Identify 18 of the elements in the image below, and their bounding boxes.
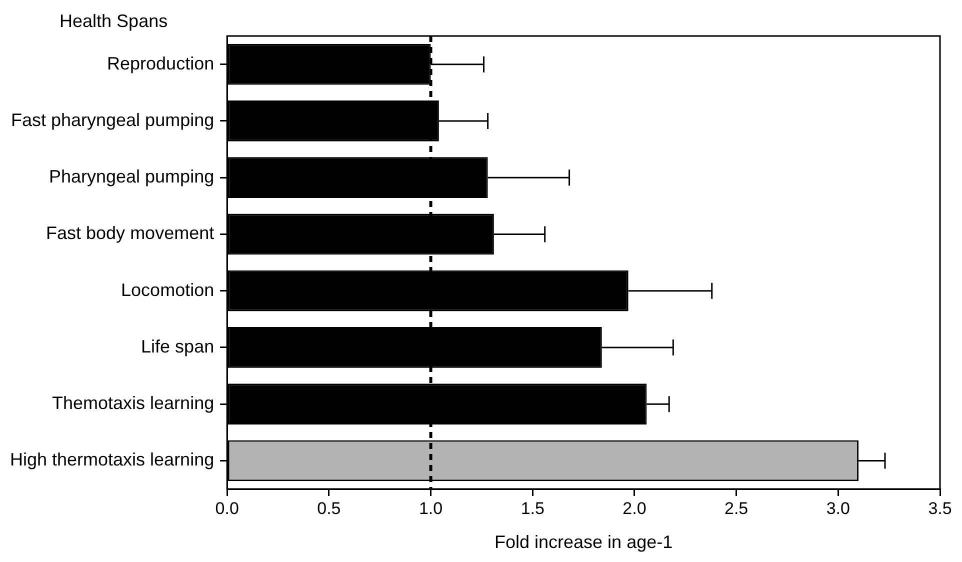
x-tick-label: 3.0: [826, 498, 850, 518]
y-tick-label: Fast body movement: [46, 223, 214, 244]
x-tick-label: 2.5: [724, 498, 748, 518]
y-tick-label: Reproduction: [107, 53, 214, 74]
x-tick-label: 1.0: [418, 498, 443, 518]
x-tick-label: 3.5: [928, 498, 952, 518]
x-tick-label: 1.5: [520, 498, 544, 518]
x-tick-label: 2.0: [622, 498, 646, 518]
y-tick-label: High thermotaxis learning: [10, 450, 214, 470]
x-tick-label: 0.0: [215, 498, 239, 518]
y-tick-label: Locomotion: [121, 280, 214, 300]
y-tick-label: Pharyngeal pumping: [48, 166, 214, 187]
x-tick-label: 0.5: [317, 498, 341, 518]
chart-title: Health Spans: [60, 10, 168, 31]
x-axis-title: Fold increase in age-1: [494, 532, 673, 552]
y-tick-label: Life span: [141, 336, 214, 356]
y-tick-label: Themotaxis learning: [52, 393, 214, 414]
y-tick-label: Fast pharyngeal pumping: [10, 110, 214, 130]
